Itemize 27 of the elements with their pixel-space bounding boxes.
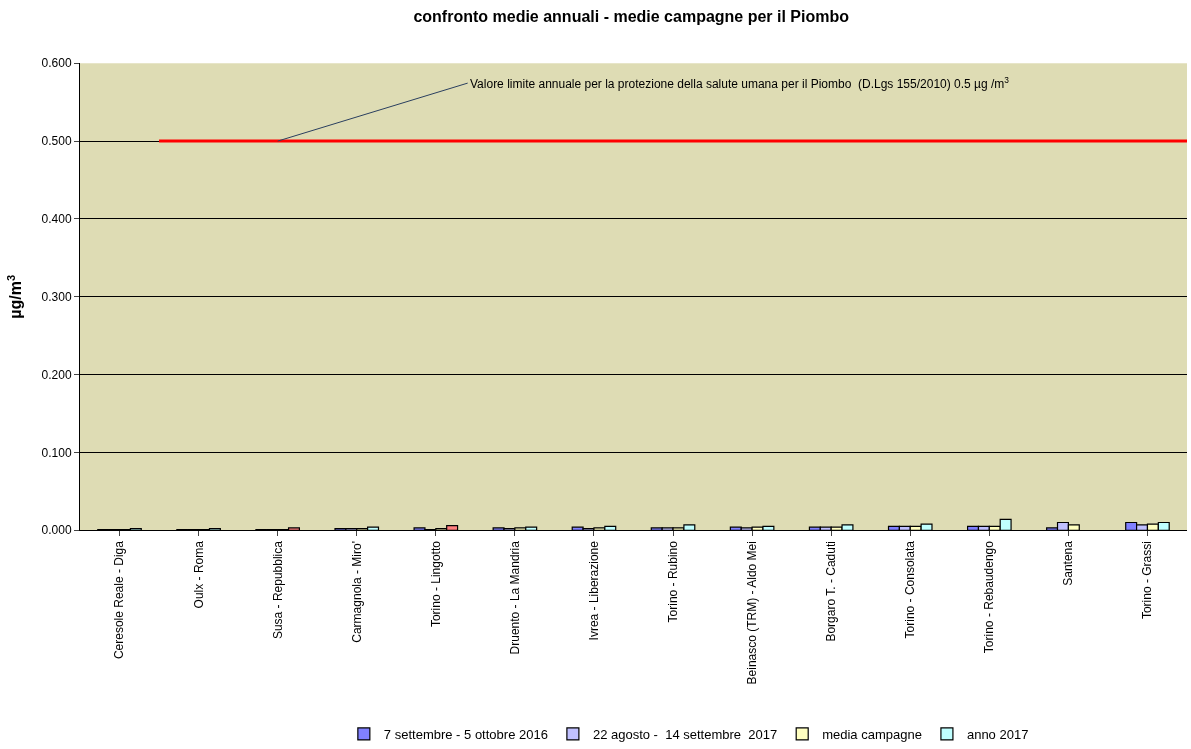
legend-label: media campagne bbox=[822, 727, 922, 743]
x-tick-label: Susa - Repubblica bbox=[270, 540, 285, 640]
x-tick-label: Santena bbox=[1061, 540, 1076, 586]
y-tick-label: 0.000 bbox=[41, 523, 72, 538]
x-tick-label: Torino - Grassi bbox=[1140, 541, 1155, 620]
x-tick-label: Torino - Rebaudengo bbox=[982, 540, 997, 654]
x-tick-label: Ivrea - Liberazione bbox=[586, 540, 601, 641]
legend-label: 22 agosto - 14 settembre 2017 bbox=[592, 727, 778, 743]
chart-title: confronto medie annuali - medie campagne per il Piombo bbox=[413, 8, 850, 26]
y-tick-label: 0.400 bbox=[41, 212, 72, 227]
y-tick-label: 0.500 bbox=[41, 134, 72, 149]
x-tick-label: Oulx - Roma bbox=[191, 540, 206, 609]
x-tick-label: Torino - Rubino bbox=[665, 540, 680, 623]
x-tick-label: Ceresole Reale - Diga bbox=[112, 540, 127, 660]
x-tick-label: Beinasco (TRM) - Aldo Mei bbox=[745, 541, 760, 685]
y-tick-label: 0.200 bbox=[41, 367, 72, 382]
legend-label: 7 settembre - 5 ottobre 2016 bbox=[383, 727, 548, 743]
x-tick-label: Druento - La Mandria bbox=[507, 540, 522, 655]
y-tick-label: 0.600 bbox=[41, 56, 72, 71]
x-tick-label: Carmagnola - Miro' bbox=[349, 541, 364, 643]
y-tick-label: 0.300 bbox=[41, 289, 72, 304]
x-tick-label: Torino - Lingotto bbox=[428, 540, 443, 628]
x-tick-label: Borgaro T. - Caduti bbox=[824, 541, 839, 642]
x-tick-label: Torino - Consolata bbox=[903, 540, 918, 639]
y-tick-label: 0.100 bbox=[41, 445, 72, 460]
annotation: Valore limite annuale per la protezione della salute umana per il Piombo (D.Lgs 155/2010) 0.5 µg /m$^{3}$ bbox=[470, 75, 1010, 92]
legend-label: anno 2017 bbox=[966, 727, 1029, 743]
